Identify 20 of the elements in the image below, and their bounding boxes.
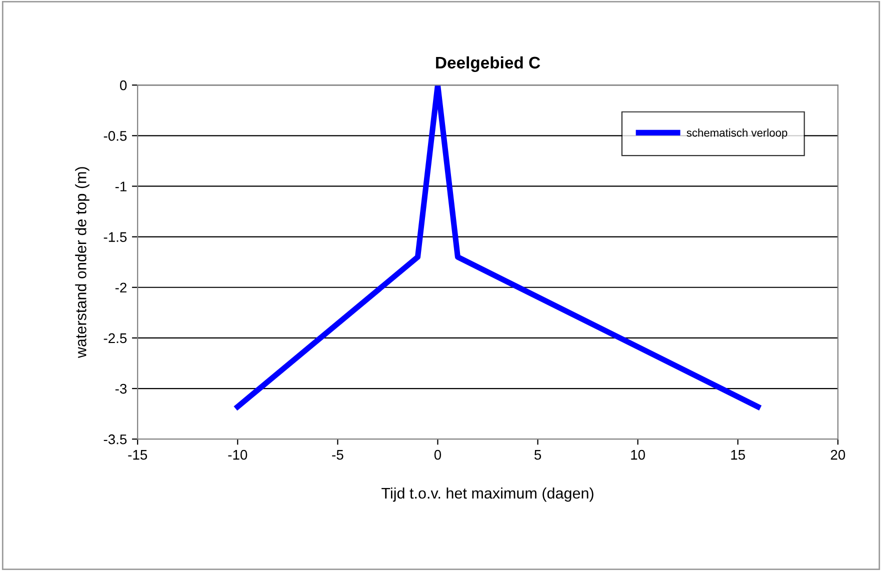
x-tick-label: -10 — [228, 450, 248, 460]
y-tick-label: -2.5 — [104, 333, 127, 344]
x-tick-label: 20 — [830, 450, 846, 460]
x-tick-label: -15 — [128, 450, 148, 460]
y-axis-title: waterstand onder de top (m) — [75, 167, 90, 358]
chart-title: Deelgebied C — [436, 56, 540, 72]
y-tick-label: -1 — [115, 182, 126, 192]
legend-label: schematisch verloop — [686, 128, 788, 139]
y-tick-label: -2 — [115, 282, 126, 292]
x-axis-title: Tijd t.o.v. het maximum (dagen) — [382, 487, 594, 502]
y-tick-label: 0 — [120, 80, 127, 90]
x-tick-label: 15 — [731, 450, 745, 460]
y-tick-label: -3.5 — [104, 434, 127, 444]
y-tick-label: -1.5 — [104, 232, 127, 242]
x-tick-label: -5 — [332, 450, 344, 460]
x-tick-label: 5 — [534, 450, 542, 460]
y-tick-label: -0.5 — [104, 130, 127, 141]
x-tick-label: 10 — [631, 450, 645, 460]
y-tick-label: -3 — [115, 384, 127, 394]
x-tick-label: 0 — [434, 450, 442, 460]
